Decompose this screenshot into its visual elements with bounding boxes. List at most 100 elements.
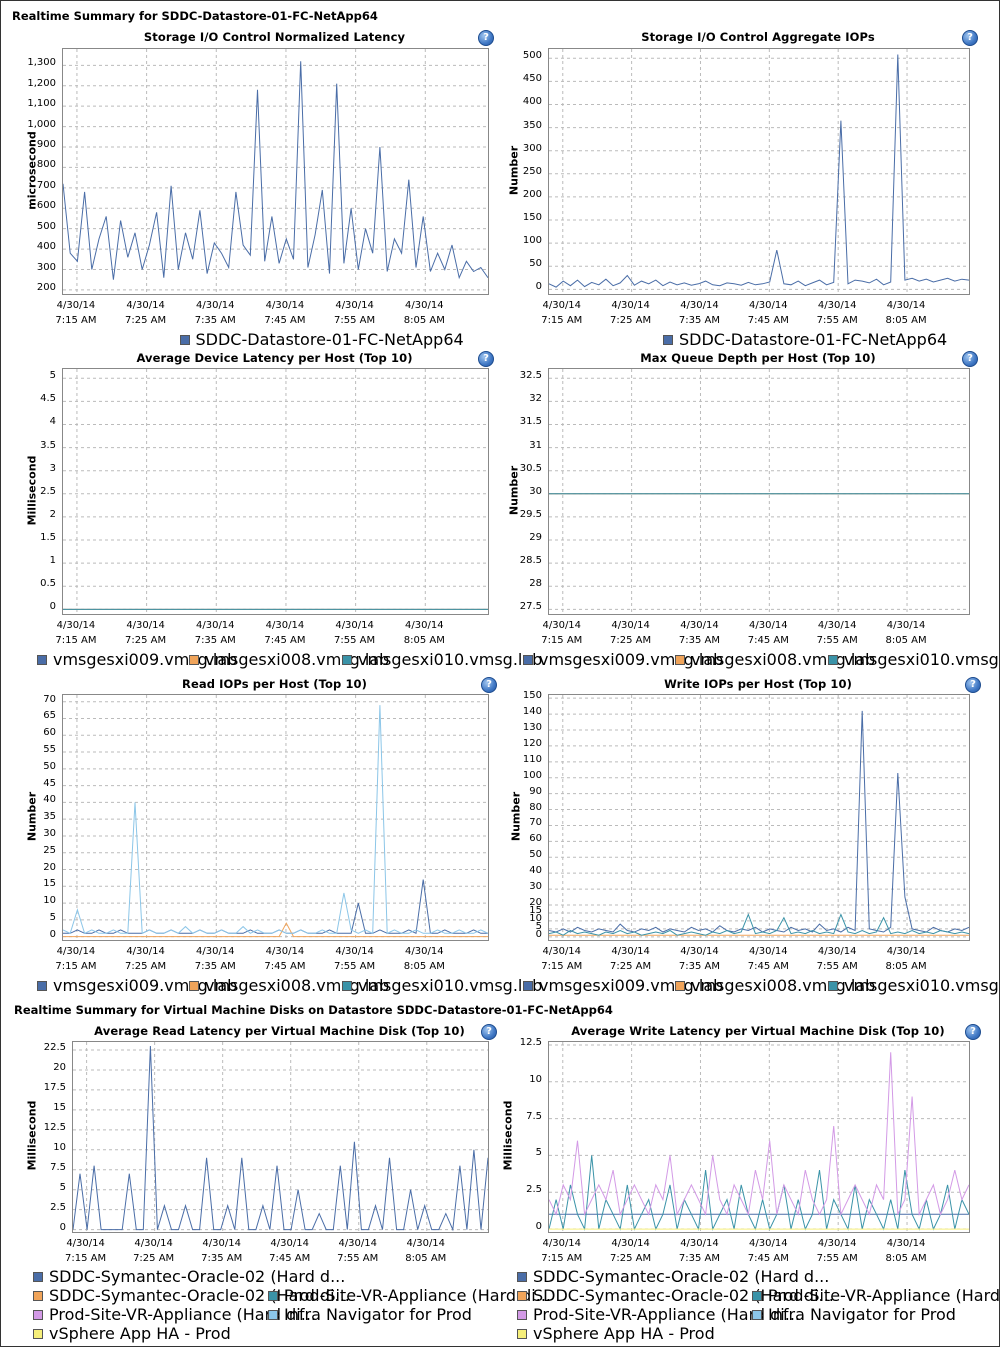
x-tick-date: 4/30/14: [195, 620, 235, 631]
panel-2-y-tick-label: 200: [522, 188, 542, 200]
legend-label: Prod-Site-VR-Appliance (Hard di...: [768, 1286, 1000, 1305]
panel-5-plot-area: [62, 694, 489, 941]
x-tick-time: 7:25 AM: [610, 961, 652, 972]
panel-8-title: Average Write Latency per Virtual Machin…: [571, 1024, 945, 1038]
panel-1-y-tick-label: 1,200: [27, 77, 56, 89]
panel-7-x-tick-label: 4/30/14 8:05 AM: [391, 1236, 461, 1266]
x-tick-date: 4/30/14: [265, 300, 305, 311]
legend-swatch: [517, 1271, 527, 1282]
legend-swatch: [37, 654, 47, 665]
x-tick-time: 8:05 AM: [403, 315, 445, 326]
legend-label: vSphere App HA - Prod: [49, 1324, 231, 1343]
panel-6-chart-svg: [549, 695, 969, 940]
panel-7-chart-svg: [73, 1042, 488, 1232]
panel-7-y-tick-label: 22.5: [43, 1041, 66, 1053]
x-tick-time: 7:55 AM: [334, 315, 376, 326]
panel-6-y-tick-label: 5: [535, 920, 542, 932]
legend-swatch: [675, 654, 685, 665]
panel-5-y-tick-label: 70: [43, 693, 56, 705]
panel-4-x-tick-label: 4/30/14 7:35 AM: [664, 618, 734, 648]
x-tick-date: 4/30/14: [749, 1238, 788, 1249]
legend-label: vmsgesxi010.vmsg.lab: [844, 650, 1000, 669]
x-tick-time: 7:15 AM: [541, 315, 583, 326]
help-icon[interactable]: ?: [962, 351, 978, 367]
x-tick-time: 7:35 AM: [194, 315, 236, 326]
help-icon[interactable]: ?: [481, 1024, 497, 1040]
panel-4-y-tick-label: 32: [529, 393, 542, 405]
panel-3-chart-svg: [63, 369, 488, 614]
x-tick-time: 7:55 AM: [816, 635, 858, 646]
x-tick-date: 4/30/14: [611, 946, 650, 957]
panel-7-x-tick-label: 4/30/14 7:35 AM: [187, 1236, 257, 1266]
legend-label: vmsgesxi010.vmsg.lab: [844, 976, 1000, 995]
panel-3-y-tick-label: 3: [49, 462, 56, 474]
help-icon[interactable]: ?: [965, 1024, 981, 1040]
panel-5-series-line-1: [63, 879, 488, 935]
panel-4-y-tick-label: 29: [529, 532, 542, 544]
panel-8-legend-item: Prod-Site-VR-Appliance (Hard di...: [752, 1286, 1000, 1305]
help-icon[interactable]: ?: [962, 30, 978, 46]
panel-6-y-tick-label: 90: [529, 785, 542, 797]
panel-2-x-tick-label: 4/30/14 8:05 AM: [871, 298, 941, 328]
x-tick-date: 4/30/14: [542, 1238, 582, 1249]
panel-5-y-tick-label: 20: [43, 861, 56, 873]
legend-swatch: [189, 654, 199, 665]
panel-6-y-tick-label: 10: [529, 912, 542, 924]
panel-1-series-line-1: [63, 61, 488, 280]
panel-2-legend-item: SDDC-Datastore-01-FC-NetApp64: [663, 330, 947, 349]
panel-3-title: Average Device Latency per Host (Top 10): [136, 351, 413, 365]
x-tick-time: 8:05 AM: [885, 315, 927, 326]
legend-swatch: [33, 1328, 43, 1339]
panel-3-x-tick-label: 4/30/14 7:45 AM: [250, 618, 320, 648]
panel-2-y-tick-label: 150: [522, 212, 542, 224]
panel-5-y-tick-label: 10: [43, 895, 56, 907]
x-tick-time: 7:45 AM: [264, 961, 306, 972]
panel-3-y-tick-label: 4.5: [40, 393, 56, 405]
panel-4-chart-svg: [549, 369, 969, 614]
panel-4-y-tick-label: 28: [529, 578, 542, 590]
panel-5-x-tick-label: 4/30/14 8:05 AM: [389, 944, 459, 974]
panel-5-x-tick-label: 4/30/14 7:35 AM: [180, 944, 250, 974]
x-tick-date: 4/30/14: [126, 946, 165, 957]
panel-6-x-tick-label: 4/30/14 7:15 AM: [527, 944, 597, 974]
panel-8-series-line-2: [549, 1155, 969, 1231]
legend-swatch: [33, 1290, 43, 1301]
x-tick-time: 7:55 AM: [334, 961, 376, 972]
panel-6-y-tick-label: 15: [529, 904, 542, 916]
panel-8-series-line-3: [549, 1052, 969, 1217]
panel-3-y-tick-label: 2.5: [40, 485, 56, 497]
x-tick-date: 4/30/14: [335, 300, 374, 311]
x-tick-time: 7:45 AM: [747, 1253, 789, 1264]
legend-swatch: [523, 654, 533, 665]
panel-1-x-tick-label: 4/30/14 7:15 AM: [41, 298, 111, 328]
help-icon[interactable]: ?: [478, 30, 494, 46]
x-tick-time: 7:45 AM: [269, 1253, 311, 1264]
panel-7-plot-area: [72, 1041, 489, 1233]
x-tick-time: 7:55 AM: [337, 1253, 379, 1264]
panel-8-legend-item: vSphere App HA - Prod: [517, 1324, 715, 1343]
legend-label: Prod-Site-VR-Appliance (Hard di...: [49, 1305, 316, 1324]
panel-1-y-tick-label: 1,300: [27, 57, 56, 69]
panel-7-y-tick-label: 5: [59, 1181, 66, 1193]
panel-1-y-tick-label: 500: [36, 220, 56, 232]
panel-7-series-line-1: [73, 1045, 488, 1232]
panel-2-series-line-1: [549, 54, 969, 288]
panel-7-y-axis-label: Millisecond: [25, 1100, 39, 1171]
panel-3-x-tick-label: 4/30/14 7:35 AM: [180, 618, 250, 648]
x-tick-time: 7:45 AM: [747, 961, 789, 972]
x-tick-date: 4/30/14: [886, 946, 926, 957]
panel-4-x-tick-label: 4/30/14 7:55 AM: [802, 618, 872, 648]
panel-3-y-tick-label: 1.5: [40, 532, 56, 544]
help-icon[interactable]: ?: [965, 677, 981, 693]
panel-3-y-tick-label: 3.5: [40, 439, 56, 451]
help-icon[interactable]: ?: [478, 351, 494, 367]
panel-8-x-tick-label: 4/30/14 7:45 AM: [733, 1236, 803, 1266]
panel-8-x-tick-label: 4/30/14 7:15 AM: [527, 1236, 597, 1266]
panel-6-y-tick-label: 110: [522, 753, 542, 765]
x-tick-time: 7:25 AM: [125, 961, 167, 972]
host-summary-title: Realtime Summary for SDDC-Datastore-01-F…: [12, 9, 378, 23]
help-icon[interactable]: ?: [481, 677, 497, 693]
panel-2-y-tick-label: 50: [529, 258, 542, 270]
x-tick-date: 4/30/14: [338, 1238, 378, 1249]
x-tick-time: 7:15 AM: [55, 635, 97, 646]
